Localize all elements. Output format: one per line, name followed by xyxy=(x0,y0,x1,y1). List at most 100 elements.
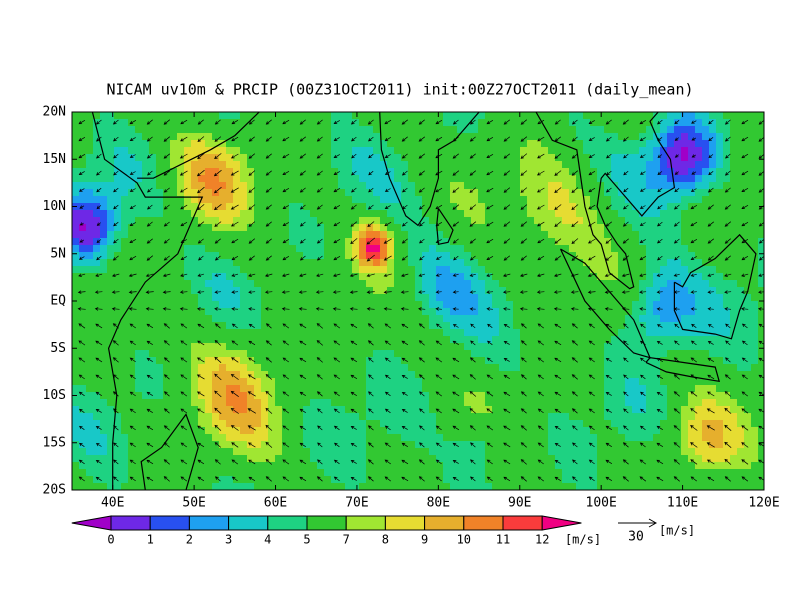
field-cell xyxy=(590,301,598,309)
field-cell xyxy=(156,301,164,309)
field-cell xyxy=(492,315,500,323)
field-cell xyxy=(72,259,80,267)
field-cell xyxy=(100,322,108,330)
field-cell xyxy=(282,140,290,148)
field-cell xyxy=(128,294,136,302)
field-cell xyxy=(156,294,164,302)
field-cell xyxy=(212,245,220,253)
field-cell xyxy=(527,287,535,295)
field-cell xyxy=(93,147,101,155)
field-cell xyxy=(688,350,696,358)
field-cell xyxy=(660,196,668,204)
field-cell xyxy=(520,126,528,134)
field-cell xyxy=(373,203,381,211)
field-cell xyxy=(618,385,626,393)
field-cell xyxy=(191,168,199,176)
field-cell xyxy=(212,147,220,155)
field-cell xyxy=(576,161,584,169)
field-cell xyxy=(310,406,318,414)
field-cell xyxy=(499,161,507,169)
field-cell xyxy=(492,294,500,302)
field-cell xyxy=(247,308,255,316)
field-cell xyxy=(478,252,486,260)
field-cell xyxy=(135,308,143,316)
field-cell xyxy=(317,462,325,470)
field-cell xyxy=(352,329,360,337)
field-cell xyxy=(646,336,654,344)
field-cell xyxy=(296,343,304,351)
field-cell xyxy=(408,329,416,337)
field-cell xyxy=(219,315,227,323)
field-cell xyxy=(569,420,577,428)
field-cell xyxy=(121,259,129,267)
field-cell xyxy=(716,308,724,316)
field-cell xyxy=(233,392,241,400)
field-cell xyxy=(317,182,325,190)
field-cell xyxy=(744,189,752,197)
field-cell xyxy=(198,420,206,428)
field-cell xyxy=(401,385,409,393)
field-cell xyxy=(436,147,444,155)
field-cell xyxy=(562,329,570,337)
field-cell xyxy=(135,287,143,295)
field-cell xyxy=(464,329,472,337)
field-cell xyxy=(366,385,374,393)
field-cell xyxy=(149,315,157,323)
field-cell xyxy=(275,133,283,141)
field-cell xyxy=(254,133,262,141)
field-cell xyxy=(758,315,764,323)
field-cell xyxy=(380,413,388,421)
field-cell xyxy=(331,182,339,190)
field-cell xyxy=(394,280,402,288)
field-cell xyxy=(93,168,101,176)
field-cell xyxy=(226,378,234,386)
field-cell xyxy=(436,154,444,162)
field-cell xyxy=(324,224,332,232)
field-cell xyxy=(429,273,437,281)
field-cell xyxy=(569,301,577,309)
field-cell xyxy=(226,154,234,162)
field-cell xyxy=(86,420,94,428)
field-cell xyxy=(674,140,682,148)
field-cell xyxy=(261,252,269,260)
field-cell xyxy=(394,343,402,351)
field-cell xyxy=(93,189,101,197)
field-cell xyxy=(401,252,409,260)
field-cell xyxy=(632,413,640,421)
field-cell xyxy=(744,399,752,407)
field-cell xyxy=(751,287,759,295)
field-cell xyxy=(681,112,689,120)
field-cell xyxy=(163,231,171,239)
field-cell xyxy=(499,154,507,162)
field-cell xyxy=(429,413,437,421)
field-cell xyxy=(555,210,563,218)
field-cell xyxy=(387,448,395,456)
field-cell xyxy=(541,357,549,365)
field-cell xyxy=(562,448,570,456)
field-cell xyxy=(723,420,731,428)
field-cell xyxy=(744,259,752,267)
field-cell xyxy=(317,238,325,246)
field-cell xyxy=(737,434,745,442)
field-cell xyxy=(128,343,136,351)
field-cell xyxy=(303,343,311,351)
field-cell xyxy=(443,420,451,428)
field-cell xyxy=(737,196,745,204)
field-cell xyxy=(639,126,647,134)
field-cell xyxy=(506,329,514,337)
field-cell xyxy=(212,175,220,183)
field-cell xyxy=(695,154,703,162)
field-cell xyxy=(527,245,535,253)
field-cell xyxy=(408,252,416,260)
field-cell xyxy=(100,420,108,428)
field-cell xyxy=(156,189,164,197)
field-cell xyxy=(226,259,234,267)
field-cell xyxy=(352,413,360,421)
field-cell xyxy=(513,238,521,246)
field-cell xyxy=(387,189,395,197)
field-cell xyxy=(268,273,276,281)
field-cell xyxy=(464,315,472,323)
field-cell xyxy=(177,238,185,246)
field-cell xyxy=(604,203,612,211)
field-cell xyxy=(436,399,444,407)
